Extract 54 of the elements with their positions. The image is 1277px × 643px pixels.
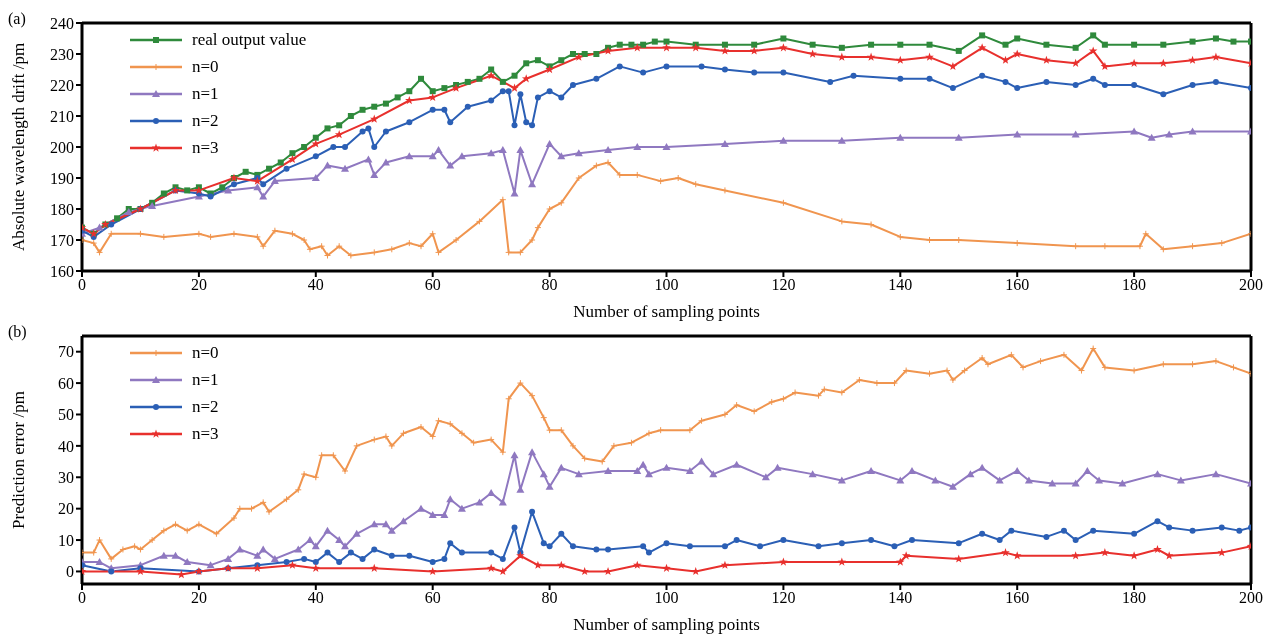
legend-label: n=3 (192, 137, 219, 158)
x-tick-label: 180 (1122, 589, 1147, 607)
legend-label: n=0 (192, 56, 219, 77)
y-axis-title: Absolute wavelength drift /pm (9, 42, 29, 252)
chart-title: (a) (8, 10, 26, 28)
legend-label: n=2 (192, 110, 219, 131)
chart-title: (b) (8, 323, 27, 341)
y-tick-label: 210 (50, 107, 74, 125)
legend-label: n=1 (192, 83, 219, 104)
x-tick-label: 140 (888, 589, 913, 607)
legend-label: n=1 (192, 369, 219, 390)
legend-label: n=0 (192, 342, 219, 363)
x-tick-label: 100 (654, 276, 679, 294)
y-tick-label: 180 (50, 200, 74, 218)
y-tick-label: 60 (58, 374, 74, 392)
x-tick-label: 200 (1239, 589, 1263, 607)
x-tick-label: 40 (307, 589, 324, 607)
y-tick-label: 160 (50, 262, 74, 280)
y-tick-label: 40 (58, 437, 74, 455)
legend-label: n=2 (192, 396, 219, 417)
x-tick-label: 180 (1122, 276, 1147, 294)
x-tick-label: 20 (190, 589, 207, 607)
y-tick-label: 20 (58, 500, 74, 518)
y-axis-title: Prediction error /pm (9, 391, 29, 529)
y-tick-label: 200 (50, 138, 74, 156)
y-tick-label: 30 (58, 468, 74, 486)
x-tick-label: 20 (190, 276, 207, 294)
x-tick-label: 120 (771, 589, 796, 607)
x-tick-label: 120 (771, 276, 796, 294)
x-tick-label: 160 (1005, 589, 1030, 607)
y-tick-label: 190 (50, 169, 74, 187)
x-tick-label: 80 (541, 276, 558, 294)
x-tick-label: 0 (78, 589, 86, 607)
y-tick-label: 10 (58, 531, 74, 549)
x-tick-label: 60 (424, 589, 441, 607)
x-tick-label: 80 (541, 589, 558, 607)
x-tick-label: 0 (78, 276, 86, 294)
y-tick-label: 50 (58, 406, 74, 424)
x-tick-label: 200 (1239, 276, 1263, 294)
x-tick-label: 60 (424, 276, 441, 294)
y-tick-label: 170 (50, 231, 74, 249)
y-tick-label: 70 (58, 343, 74, 361)
legend-label: real output value (192, 29, 307, 50)
legend-label: n=3 (192, 423, 219, 444)
x-axis-title: Number of sampling points (573, 615, 760, 634)
x-tick-label: 160 (1005, 276, 1030, 294)
x-axis-title: Number of sampling points (573, 302, 760, 321)
y-tick-label: 220 (50, 76, 74, 94)
x-tick-label: 100 (654, 589, 679, 607)
y-tick-label: 0 (66, 563, 74, 581)
x-tick-label: 40 (307, 276, 324, 294)
y-tick-label: 240 (50, 14, 74, 32)
x-tick-label: 140 (888, 276, 913, 294)
y-tick-label: 230 (50, 45, 74, 63)
